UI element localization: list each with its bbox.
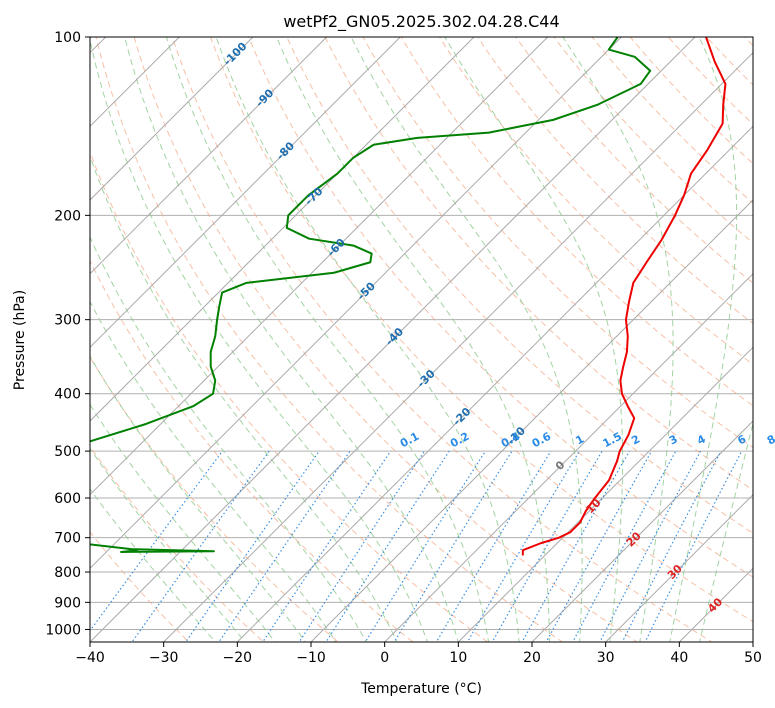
dry-adiabat [90, 259, 414, 642]
mixing-ratio-line [298, 450, 425, 642]
mixing-ratio-line [435, 450, 552, 642]
x-tick-label: −20 [223, 650, 253, 666]
dry-adiabat [248, 37, 753, 578]
x-tick-label: 40 [670, 650, 688, 666]
moist-adiabat [669, 37, 738, 642]
isotherms [90, 37, 753, 642]
mixing-ratio-line [185, 450, 320, 642]
dry-adiabat [209, 37, 753, 623]
dewpoint-profile-line [90, 37, 652, 553]
chart-title: wetPf2_GN05.2025.302.04.28.C44 [283, 12, 559, 32]
x-tick-label: −10 [296, 650, 326, 666]
moist-adiabat [90, 447, 246, 642]
isotherm [90, 37, 475, 422]
y-tick-label: 700 [54, 531, 81, 547]
y-tick-label: 900 [54, 595, 81, 611]
mixing-ratio-line [218, 450, 351, 642]
isotherm [90, 37, 328, 275]
x-tick-label: −30 [149, 650, 179, 666]
moist-adiabat [124, 37, 459, 642]
isotherm [605, 493, 753, 642]
isotherm [90, 37, 254, 201]
pressure-gridlines [90, 37, 753, 630]
plot-frame [89, 36, 754, 643]
mixing-ratio-line [262, 450, 392, 642]
mixing-ratio-line [491, 450, 603, 642]
isotherm [163, 51, 753, 642]
moist-adiabat [90, 488, 216, 642]
moist-adiabat [90, 403, 276, 642]
isotherm [236, 125, 753, 642]
y-tick-label: 300 [54, 313, 81, 329]
isotherm [90, 37, 549, 496]
y-axis: 100 200 300 400 500 600 700 800 900 1000 [45, 30, 90, 638]
dry-adiabats [90, 37, 753, 642]
dry-adiabat [324, 37, 753, 491]
isotherm [90, 37, 696, 642]
mixing-ratio-line [131, 450, 270, 642]
moist-adiabat [90, 300, 337, 642]
y-tick-label: 1000 [45, 622, 81, 638]
isotherm [384, 272, 753, 642]
y-tick-label: 400 [54, 387, 81, 403]
dry-adiabat [90, 356, 339, 642]
moist-adiabat [350, 37, 583, 642]
dry-adiabat [171, 37, 713, 642]
dry-adiabat [515, 37, 753, 284]
moist-adiabat [90, 355, 307, 642]
moist-adiabat [276, 37, 550, 642]
isotherm [310, 199, 753, 642]
y-tick-label: 800 [54, 565, 81, 581]
moist-adiabat [165, 37, 490, 642]
dry-adiabat [400, 37, 753, 407]
y-axis-title: Pressure (hPa) [12, 290, 28, 390]
dry-adiabat [95, 37, 564, 642]
moist-adiabat [215, 37, 520, 642]
moist-adiabat [444, 37, 624, 642]
plot-area [90, 37, 753, 642]
x-tick-label: 0 [380, 650, 389, 666]
isotherm [90, 37, 401, 349]
x-axis: −40 −30 −20 −10 0 10 20 30 40 50 [75, 642, 762, 666]
x-tick-label: −40 [75, 650, 105, 666]
x-tick-label: 30 [597, 650, 615, 666]
dry-adiabat [133, 37, 638, 642]
y-tick-label: 500 [54, 444, 81, 460]
temperature-profile-line [521, 37, 727, 556]
mixing-ratio-line [644, 450, 743, 642]
y-tick-label: 100 [54, 30, 81, 46]
isotherm [90, 37, 622, 570]
isotherm [531, 420, 753, 642]
mixing-ratio-line [545, 450, 653, 642]
mixing-ratio-label: 8 [765, 432, 775, 447]
x-axis-title: Temperature (°C) [360, 681, 482, 697]
mixing-ratio-lines [90, 450, 743, 642]
dry-adiabat [553, 37, 753, 244]
dry-adiabat [90, 531, 190, 642]
mixing-ratio-line [325, 450, 450, 642]
moist-adiabat [562, 37, 674, 642]
mixing-ratio-line [466, 450, 580, 642]
dry-adiabat [591, 37, 753, 204]
y-tick-label: 600 [54, 491, 81, 507]
dry-adiabat [362, 37, 753, 449]
y-tick-label: 200 [54, 208, 81, 224]
x-tick-label: 20 [523, 650, 541, 666]
moist-adiabat [90, 154, 398, 642]
dry-adiabat [286, 37, 753, 534]
isotherm [457, 346, 753, 642]
x-tick-label: 50 [744, 650, 762, 666]
x-tick-label: 10 [449, 650, 467, 666]
moist-adiabat [699, 421, 753, 642]
profile-series [90, 37, 727, 556]
